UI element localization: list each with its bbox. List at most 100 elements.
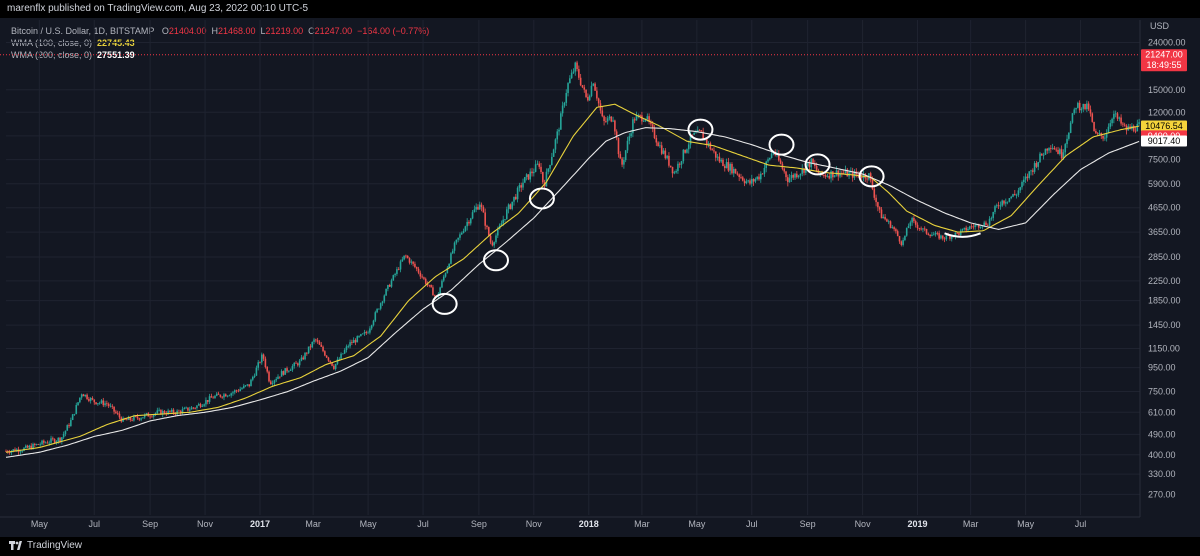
candle-body — [214, 395, 216, 399]
candle-body — [451, 250, 454, 254]
candle-body — [869, 173, 872, 180]
candle-body — [723, 166, 726, 169]
time-tick-label: Jul — [417, 519, 429, 529]
time-tick-label: Mar — [305, 519, 321, 529]
candle-body — [151, 416, 153, 418]
price-label-box — [1141, 49, 1187, 72]
candle-body — [655, 138, 658, 143]
candle-body — [57, 437, 60, 442]
candle-body — [486, 225, 488, 228]
candle-body — [1122, 123, 1124, 125]
candle-body — [839, 172, 841, 177]
candle-body — [428, 284, 431, 286]
candle-body — [266, 367, 269, 372]
wma-200-line — [5, 127, 1140, 458]
candle-body — [954, 232, 957, 237]
candle-body — [397, 269, 400, 270]
candle-body — [927, 233, 930, 235]
candle-body — [902, 240, 904, 245]
candle-body — [913, 218, 915, 222]
candle-body — [1069, 122, 1072, 133]
candle-body — [44, 442, 47, 444]
candle-body — [623, 160, 625, 165]
tradingview-logo-icon — [9, 541, 22, 550]
candle-body — [533, 171, 535, 174]
candle-body — [596, 90, 598, 99]
legend-low-value: 21219.00 — [265, 26, 304, 36]
price-tick-label: 24000.00 — [1148, 37, 1186, 47]
candle-body — [563, 102, 566, 106]
candle-body — [1060, 149, 1063, 159]
candle-body — [100, 400, 103, 403]
candle-body — [615, 131, 618, 139]
candle-body — [803, 168, 805, 173]
candle-body — [524, 177, 526, 183]
candle-body — [158, 409, 160, 411]
candle-body — [992, 212, 994, 218]
candle-body — [940, 235, 942, 239]
candle-body — [990, 217, 993, 219]
candle-body — [460, 232, 463, 235]
candle-body — [1073, 109, 1076, 114]
candle-body — [1066, 138, 1068, 145]
candle-body — [372, 320, 375, 326]
candle-body — [934, 232, 937, 235]
candle-body — [626, 140, 629, 151]
candle-body — [264, 358, 267, 368]
candle-body — [646, 116, 649, 120]
candle-body — [46, 442, 49, 444]
candle-body — [642, 120, 645, 122]
candle-body — [542, 172, 544, 183]
candle-body — [261, 354, 263, 363]
candle-body — [295, 362, 297, 364]
candle-body — [93, 399, 96, 403]
price-tick-label: 750.00 — [1148, 386, 1176, 396]
candle-body — [814, 163, 816, 166]
candle-body — [424, 278, 427, 284]
candle-body — [248, 384, 250, 387]
candle-body — [313, 339, 315, 342]
candle-body — [349, 342, 351, 347]
candle-body — [361, 333, 364, 335]
candle-body — [828, 176, 831, 179]
candle-body — [714, 151, 717, 158]
candle-body — [1082, 103, 1085, 109]
candle-body — [866, 178, 868, 180]
candle-body — [469, 218, 472, 224]
legend-close-label: C — [308, 26, 315, 36]
candle-body — [91, 398, 94, 400]
candle-body — [630, 133, 632, 137]
candle-body — [405, 255, 407, 257]
candle-body — [426, 283, 429, 285]
candle-body — [696, 129, 699, 133]
candle-body — [224, 394, 227, 397]
candle-body — [331, 362, 333, 366]
candle-body — [932, 234, 935, 236]
candle-body — [457, 237, 459, 240]
candle-body — [1096, 133, 1099, 135]
candle-body — [841, 172, 843, 174]
candle-body — [898, 236, 901, 242]
legend-symbol[interactable]: Bitcoin / U.S. Dollar, 1D, BITSTAMP — [11, 26, 155, 36]
candle-body — [1095, 130, 1097, 134]
candle-body — [116, 412, 119, 414]
candle-body — [298, 360, 301, 366]
candle-body — [716, 156, 719, 158]
candle-body — [1041, 153, 1043, 156]
legend-open-label: O — [161, 26, 169, 36]
candle-body — [995, 205, 998, 207]
candle-body — [235, 390, 238, 392]
candle-body — [1134, 130, 1137, 132]
candle-body — [1014, 194, 1016, 195]
time-tick-label: Jul — [1075, 519, 1087, 529]
candle-body — [34, 443, 36, 445]
candle-body — [1077, 102, 1079, 108]
candle-body — [880, 209, 883, 219]
candle-body — [700, 130, 703, 132]
candle-body — [983, 222, 985, 227]
candle-body — [356, 336, 359, 343]
candle-body — [475, 206, 477, 210]
legend-wma100-row[interactable]: WMA (100, close, 0) 22745.43 — [11, 37, 429, 49]
candle-body — [1114, 113, 1117, 115]
